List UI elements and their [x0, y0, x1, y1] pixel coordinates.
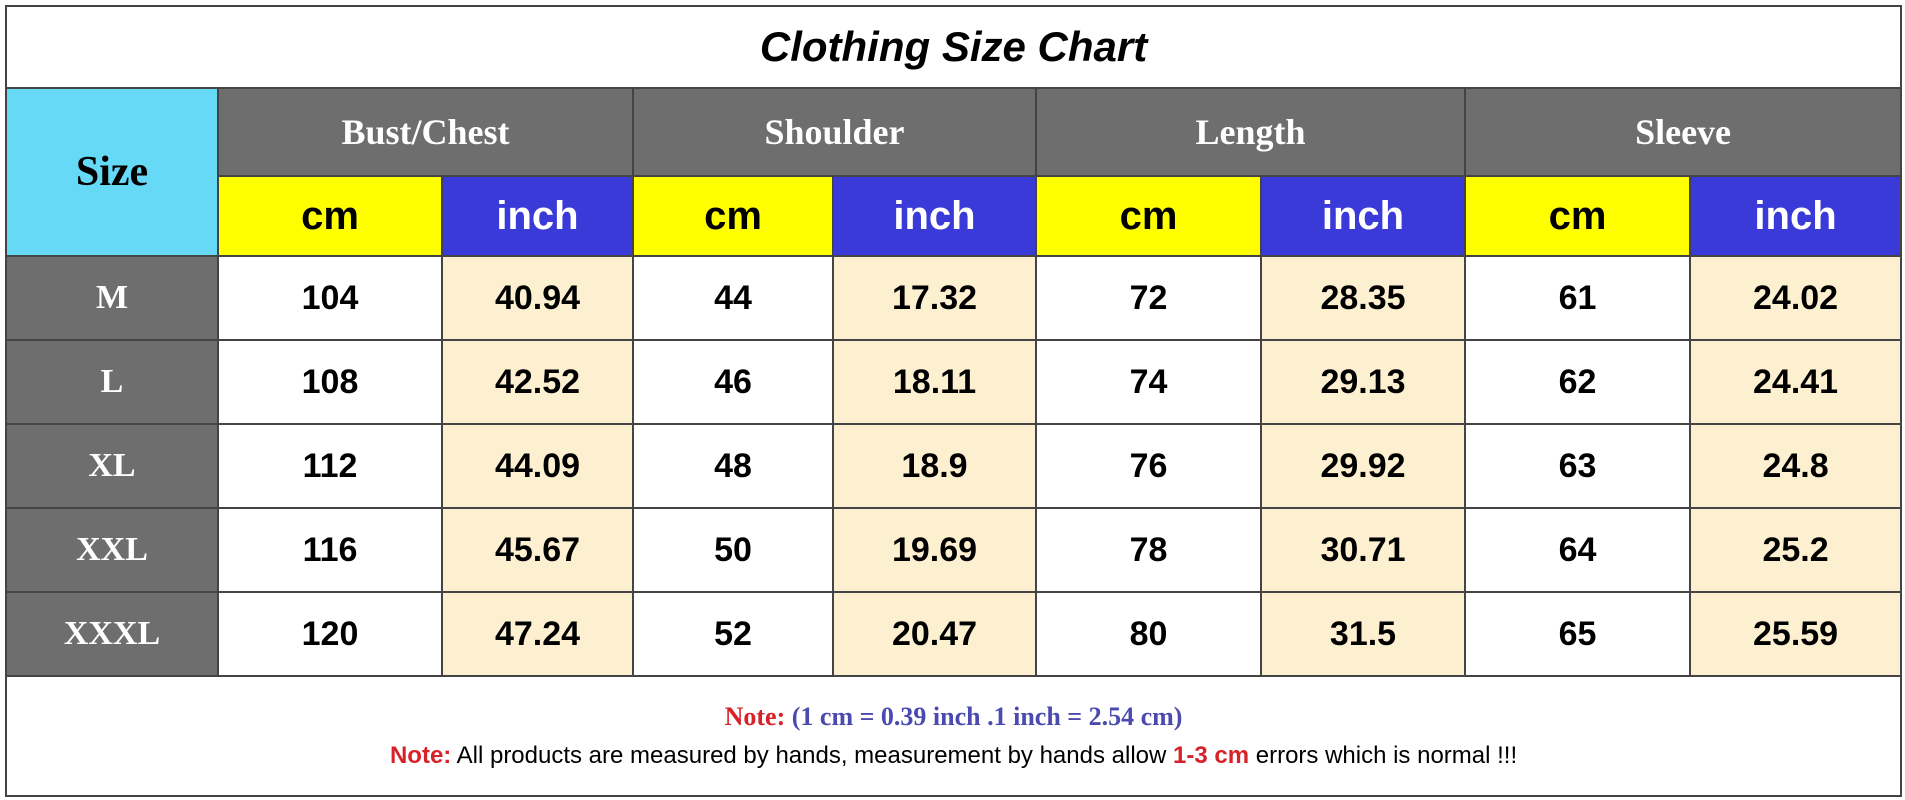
data-row: XL 112 44.09 48 18.9 76 29.92 63 24.8 [5, 423, 1903, 509]
unit-header: cm [217, 175, 443, 257]
data-row: M 104 40.94 44 17.32 72 28.35 61 24.02 [5, 255, 1903, 341]
measure-cell: 112 [217, 423, 443, 509]
title: Clothing Size Chart [4, 5, 1903, 89]
measure-cell: 42.52 [441, 339, 634, 425]
measure-cell: 31.5 [1260, 591, 1466, 677]
measure-cell: 24.41 [1688, 339, 1903, 425]
measure-cell: 52 [632, 591, 834, 677]
measure-cell: 78 [1035, 507, 1262, 593]
unit-header: cm [632, 175, 834, 257]
header-row: Size Bust/Chest Shoulder Length Sleeve [5, 87, 1903, 257]
measure-cell: 18.11 [832, 339, 1037, 425]
measure-cell: 50 [632, 507, 834, 593]
note-line: Note: (1 cm = 0.39 inch .1 inch = 2.54 c… [7, 702, 1900, 732]
measure-cell: 74 [1035, 339, 1262, 425]
measure-cell: 20.47 [832, 591, 1037, 677]
measure-cell: 19.69 [832, 507, 1037, 593]
note-text: errors which is normal !!! [1249, 742, 1518, 769]
measure-cell: 45.67 [441, 507, 634, 593]
notes: Note: (1 cm = 0.39 inch .1 inch = 2.54 c… [4, 675, 1903, 797]
measure-cell: 29.92 [1260, 423, 1466, 509]
note-label: Note: [389, 742, 452, 769]
group-header: Shoulder [632, 87, 1037, 177]
unit-header: cm [1464, 175, 1691, 257]
note-line: Note: All products are measured by hands… [7, 742, 1900, 770]
data-row: L 108 42.52 46 18.11 74 29.13 62 24.41 [5, 339, 1903, 425]
group-header: Length [1035, 87, 1466, 177]
measure-cell: 64 [1464, 507, 1691, 593]
measure-cell: 61 [1464, 255, 1691, 341]
measure-cell: 104 [217, 255, 443, 341]
measure-cell: 108 [217, 339, 443, 425]
note-text: (1 cm = 0.39 inch .1 inch = 2.54 cm) [791, 702, 1183, 731]
measure-cell: 120 [217, 591, 443, 677]
group-header: Sleeve [1463, 87, 1903, 177]
measure-cell: 65 [1464, 591, 1691, 677]
measure-cell: 18.9 [832, 423, 1037, 509]
unit-header: inch [1688, 175, 1903, 257]
measure-cell: 48 [632, 423, 834, 509]
size-label: XXL [5, 507, 219, 593]
measure-cell: 80 [1035, 591, 1262, 677]
measure-cell: 47.24 [441, 591, 634, 677]
size-label: XL [5, 423, 219, 509]
measure-cell: 25.59 [1688, 591, 1903, 677]
note-text: All products are measured by hands, meas… [451, 742, 1174, 769]
measure-cell: 44 [632, 255, 834, 341]
measure-cell: 40.94 [441, 255, 634, 341]
measure-cell: 28.35 [1260, 255, 1466, 341]
size-label: L [5, 339, 219, 425]
unit-row: cm inch cm inch cm inch cm inch [6, 175, 1903, 257]
measure-cell: 46 [632, 339, 834, 425]
data-row: XXL 116 45.67 50 19.69 78 30.71 64 25.2 [5, 507, 1903, 593]
measure-cell: 29.13 [1260, 339, 1466, 425]
measure-cell: 72 [1035, 255, 1262, 341]
measure-cell: 25.2 [1688, 507, 1903, 593]
unit-header: cm [1035, 175, 1262, 257]
notes-row: Note: (1 cm = 0.39 inch .1 inch = 2.54 c… [4, 675, 1903, 797]
measure-cell: 76 [1035, 423, 1262, 509]
measure-cell: 116 [217, 507, 443, 593]
measure-cell: 17.32 [832, 255, 1037, 341]
unit-header: inch [1260, 175, 1466, 257]
note-label: Note: [724, 702, 786, 731]
measure-cell: 62 [1464, 339, 1691, 425]
size-label: M [5, 255, 219, 341]
note-highlight: 1-3 cm [1173, 742, 1250, 769]
measure-cell: 44.09 [441, 423, 634, 509]
unit-header: inch [441, 175, 634, 257]
group-header: Bust/Chest [217, 87, 634, 177]
measure-cell: 24.8 [1688, 423, 1903, 509]
measure-cell: 30.71 [1260, 507, 1466, 593]
unit-header: inch [832, 175, 1037, 257]
size-label: XXXL [5, 591, 219, 677]
size-header: Size [5, 87, 219, 257]
measure-cell: 63 [1464, 423, 1691, 509]
data-row: XXXL 120 47.24 52 20.47 80 31.5 65 25.59 [5, 591, 1903, 677]
size-table: Clothing Size Chart Size Bust/Chest Should… [4, 5, 1903, 797]
measure-cell: 24.02 [1688, 255, 1903, 341]
